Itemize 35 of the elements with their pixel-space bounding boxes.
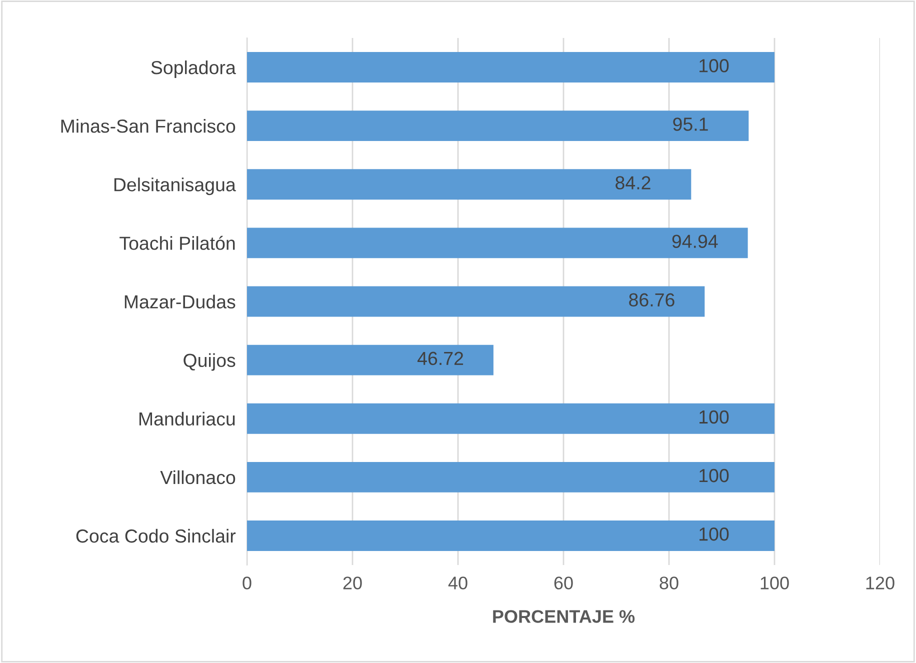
data-label: 95.1 <box>673 118 708 131</box>
y-tick-label: Mazar-Dudas <box>124 294 236 308</box>
x-axis-title: PORCENTAJE % <box>493 610 635 623</box>
bar <box>247 110 749 142</box>
bar <box>247 520 774 551</box>
x-tick-label: 60 <box>554 576 573 590</box>
x-tick-label: 40 <box>448 576 468 590</box>
x-tick-label: 80 <box>660 576 678 590</box>
bar <box>247 169 692 200</box>
data-label: 84.2 <box>616 176 650 190</box>
x-tick-label: 0 <box>242 576 252 590</box>
y-tick-label: Toachi Pilatón <box>120 236 235 250</box>
x-tick-label: 20 <box>343 576 362 590</box>
y-tick-label: Sopladora <box>151 60 236 78</box>
bar <box>247 344 494 376</box>
y-tick-label: Delsitanisagua <box>114 178 236 196</box>
bar <box>247 286 705 317</box>
y-tick-label: Minas-San Francisco <box>61 119 236 133</box>
y-tick-label: Manduriacu <box>139 412 235 426</box>
x-tick-label: 120 <box>866 576 894 590</box>
data-label: 86.76 <box>629 293 674 307</box>
x-tick-label: 100 <box>760 576 789 590</box>
data-label: 100 <box>700 468 729 482</box>
bar <box>247 52 774 82</box>
bar <box>247 462 774 492</box>
data-label: 94.94 <box>672 234 718 248</box>
bar <box>247 228 748 258</box>
y-tick-label: Villonaco <box>160 470 236 484</box>
data-label: 46.72 <box>417 352 464 366</box>
data-label: 100 <box>700 59 729 72</box>
data-label: 100 <box>700 410 729 424</box>
data-label: 100 <box>700 527 729 541</box>
bar <box>247 403 774 434</box>
y-tick-label: Quijos <box>184 353 236 371</box>
y-tick-label: Coca Codo Sinclair <box>76 528 236 543</box>
